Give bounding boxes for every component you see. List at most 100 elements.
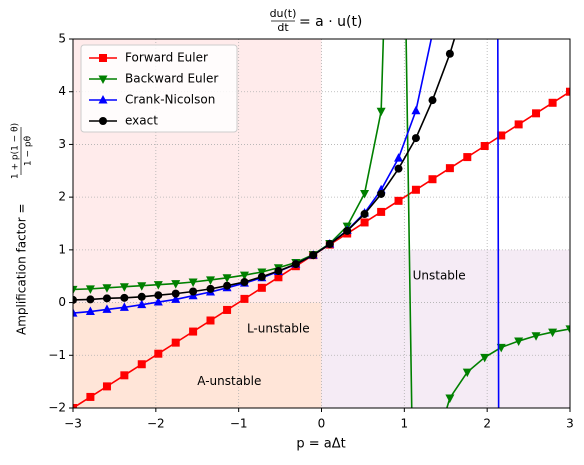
axes-frame <box>72 38 571 409</box>
annotation: Unstable <box>413 269 466 283</box>
marker <box>376 107 386 117</box>
marker <box>171 289 180 298</box>
x-tick-label: −1 <box>230 417 248 431</box>
marker <box>394 196 403 205</box>
marker <box>514 120 523 129</box>
x-tick-label: 3 <box>566 417 574 431</box>
marker <box>445 164 454 173</box>
region <box>73 302 322 408</box>
legend-marker <box>99 54 107 62</box>
marker <box>85 285 95 294</box>
legend-marker <box>98 95 108 104</box>
marker <box>73 404 77 408</box>
x-tick-label: −2 <box>147 417 165 431</box>
marker <box>206 316 215 325</box>
plot-area <box>73 28 570 461</box>
marker <box>102 284 112 293</box>
marker <box>119 302 129 311</box>
y-label-numerator: 1 + p(1 − θ) <box>11 123 21 179</box>
marker <box>137 292 146 301</box>
marker <box>154 349 163 358</box>
marker <box>480 142 489 151</box>
marker <box>411 185 420 194</box>
marker <box>73 295 77 304</box>
marker <box>222 274 232 283</box>
title-numerator: du(t) <box>270 7 297 20</box>
marker <box>428 96 437 105</box>
y-tick-label: −1 <box>48 348 66 362</box>
x-tick-label: 2 <box>483 417 491 431</box>
y-tick-label: 4 <box>58 84 66 98</box>
marker <box>274 266 283 275</box>
title-denominator: dt <box>277 21 289 34</box>
y-label-prefix: Amplification factor = <box>15 203 29 335</box>
marker <box>514 337 524 347</box>
marker <box>188 278 198 288</box>
annotation: L-unstable <box>247 321 310 335</box>
marker <box>360 218 369 227</box>
x-tick-label: 1 <box>401 417 409 431</box>
y-tick-label: 3 <box>58 137 66 151</box>
annotation: A-unstable <box>197 374 261 388</box>
y-tick-label: 0 <box>58 295 66 309</box>
y-tick-label: −2 <box>48 401 66 415</box>
marker <box>239 271 249 281</box>
marker <box>257 283 266 292</box>
marker <box>223 305 232 314</box>
legend: Forward Euler Backward Euler Crank-Nicolso… <box>80 44 238 133</box>
marker <box>154 291 163 300</box>
marker <box>119 283 129 292</box>
legend-box <box>80 44 238 133</box>
marker <box>377 189 386 198</box>
x-tick-label: −3 <box>64 417 82 431</box>
y-axis-label: Amplification factor = 1 + p(1 − θ) 1 − … <box>11 123 34 335</box>
marker <box>137 299 147 309</box>
region <box>321 249 570 408</box>
marker <box>411 105 421 115</box>
marker <box>189 327 198 336</box>
marker <box>360 189 370 199</box>
marker <box>428 28 437 36</box>
marker <box>532 109 541 118</box>
marker <box>189 287 198 296</box>
marker <box>394 153 404 162</box>
legend-label: exact <box>125 114 158 128</box>
marker <box>86 392 95 401</box>
marker <box>120 371 129 380</box>
marker <box>548 328 558 338</box>
marker <box>153 281 163 290</box>
marker <box>137 360 146 369</box>
legend-marker <box>99 117 107 125</box>
marker <box>102 382 111 391</box>
marker <box>153 297 163 306</box>
marker <box>120 293 129 302</box>
legend-marker <box>98 75 108 84</box>
marker <box>240 294 249 303</box>
marker <box>445 394 455 403</box>
marker <box>206 276 216 285</box>
marker <box>257 272 266 281</box>
marker <box>360 210 369 219</box>
marker <box>85 306 95 316</box>
x-axis-label: p = aΔt <box>296 437 345 452</box>
marker <box>309 251 318 260</box>
x-tick-label: 0 <box>318 417 326 431</box>
y-tick-label: 1 <box>58 242 66 256</box>
y-tick-label: 5 <box>58 32 66 46</box>
title-rest: = a · u(t) <box>299 14 362 30</box>
marker <box>274 273 283 282</box>
marker <box>548 98 557 107</box>
marker <box>325 240 334 249</box>
marker <box>73 285 78 295</box>
marker <box>428 452 437 461</box>
marker <box>86 295 95 304</box>
legend-label: Backward Euler <box>125 72 218 86</box>
marker <box>428 175 437 184</box>
marker <box>377 207 386 216</box>
marker <box>343 226 352 235</box>
marker <box>223 281 232 290</box>
marker <box>497 131 506 140</box>
y-label-denominator: 1 − pθ <box>24 135 34 166</box>
legend-label: Crank-Nicolson <box>125 93 215 107</box>
